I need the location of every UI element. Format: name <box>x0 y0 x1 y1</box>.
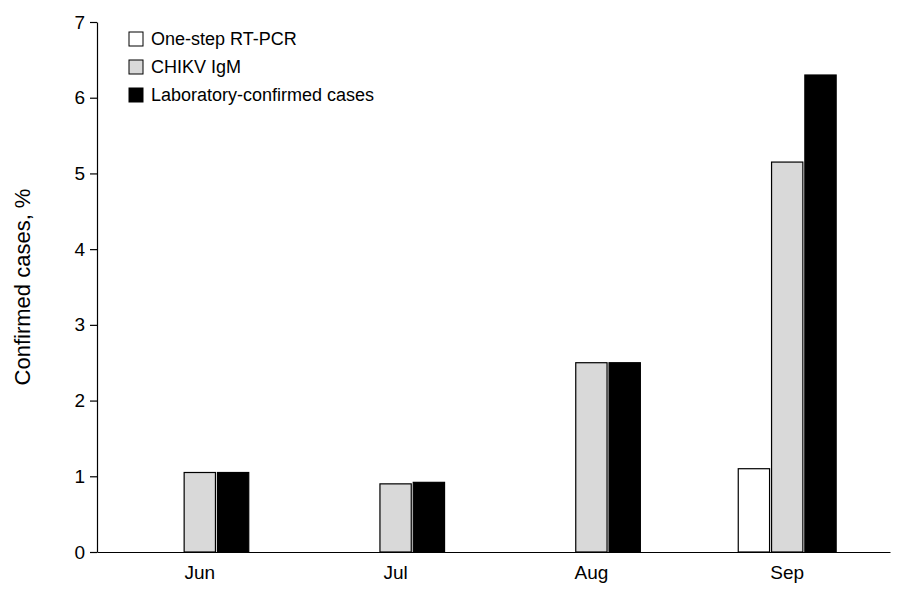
x-tick: Sep <box>770 552 804 583</box>
y-tick: 2 <box>74 390 97 411</box>
y-axis-title: Confirmed cases, % <box>10 189 35 386</box>
y-tick-label: 6 <box>74 87 85 108</box>
x-tick: Aug <box>574 552 608 583</box>
x-tick-label: Jul <box>383 562 407 583</box>
bar <box>609 363 640 552</box>
series <box>184 162 803 552</box>
x-axis-line <box>98 552 891 553</box>
y-tick: 3 <box>74 314 97 335</box>
y-axis-line <box>97 23 98 553</box>
y-tick-mark <box>90 98 97 99</box>
y-tick-label: 3 <box>74 314 85 335</box>
x-axis: Jun Jul Aug Sep <box>98 552 891 583</box>
bar <box>413 482 444 552</box>
y-tick-mark <box>90 400 97 401</box>
y-tick: 5 <box>74 163 97 184</box>
legend: One-step RT-PCR CHIKV IgM Laboratory-confi… <box>129 29 374 105</box>
y-tick-mark <box>90 552 97 553</box>
y-tick-label: 4 <box>74 239 85 260</box>
chart: 0 1 2 3 4 5 6 7 Jun Jul Aug Sep One-step RT-PCR CHIKV… <box>0 0 900 596</box>
legend-swatch <box>129 88 143 102</box>
legend-label: Laboratory-confirmed cases <box>151 85 374 105</box>
y-tick-label: 2 <box>74 390 85 411</box>
y-tick: 1 <box>74 466 97 487</box>
y-tick-mark <box>90 325 97 326</box>
y-tick-mark <box>90 173 97 174</box>
legend-item: One-step RT-PCR <box>129 29 297 49</box>
series <box>738 469 769 552</box>
bar <box>184 473 215 553</box>
x-tick-label: Sep <box>770 562 804 583</box>
y-tick-label: 1 <box>74 466 85 487</box>
bar <box>738 469 769 552</box>
y-tick-label: 0 <box>74 542 85 563</box>
bar <box>576 363 607 552</box>
y-tick: 4 <box>74 239 97 260</box>
legend-item: Laboratory-confirmed cases <box>129 85 374 105</box>
y-tick-mark <box>90 476 97 477</box>
y-tick: 0 <box>74 542 97 563</box>
y-axis: 0 1 2 3 4 5 6 7 <box>74 12 97 563</box>
x-tick: Jul <box>383 552 407 583</box>
bar <box>772 162 803 552</box>
x-tick-label: Aug <box>574 562 608 583</box>
series <box>217 75 836 552</box>
y-tick: 6 <box>74 87 97 108</box>
legend-item: CHIKV IgM <box>129 57 241 77</box>
y-tick-label: 7 <box>74 12 85 33</box>
bar <box>217 473 248 553</box>
x-tick: Jun <box>184 552 215 583</box>
legend-swatch <box>129 60 143 74</box>
y-tick-mark <box>90 22 97 23</box>
bar <box>380 484 411 552</box>
legend-label: CHIKV IgM <box>151 57 241 77</box>
y-tick-label: 5 <box>74 163 85 184</box>
x-tick-label: Jun <box>184 562 215 583</box>
legend-swatch <box>129 32 143 46</box>
legend-label: One-step RT-PCR <box>151 29 297 49</box>
bar <box>805 75 836 552</box>
plot: 0 1 2 3 4 5 6 7 Jun Jul Aug Sep One-step RT-PCR CHIKV… <box>74 12 890 584</box>
bars <box>184 75 836 552</box>
y-tick-mark <box>90 249 97 250</box>
y-tick: 7 <box>74 12 97 33</box>
